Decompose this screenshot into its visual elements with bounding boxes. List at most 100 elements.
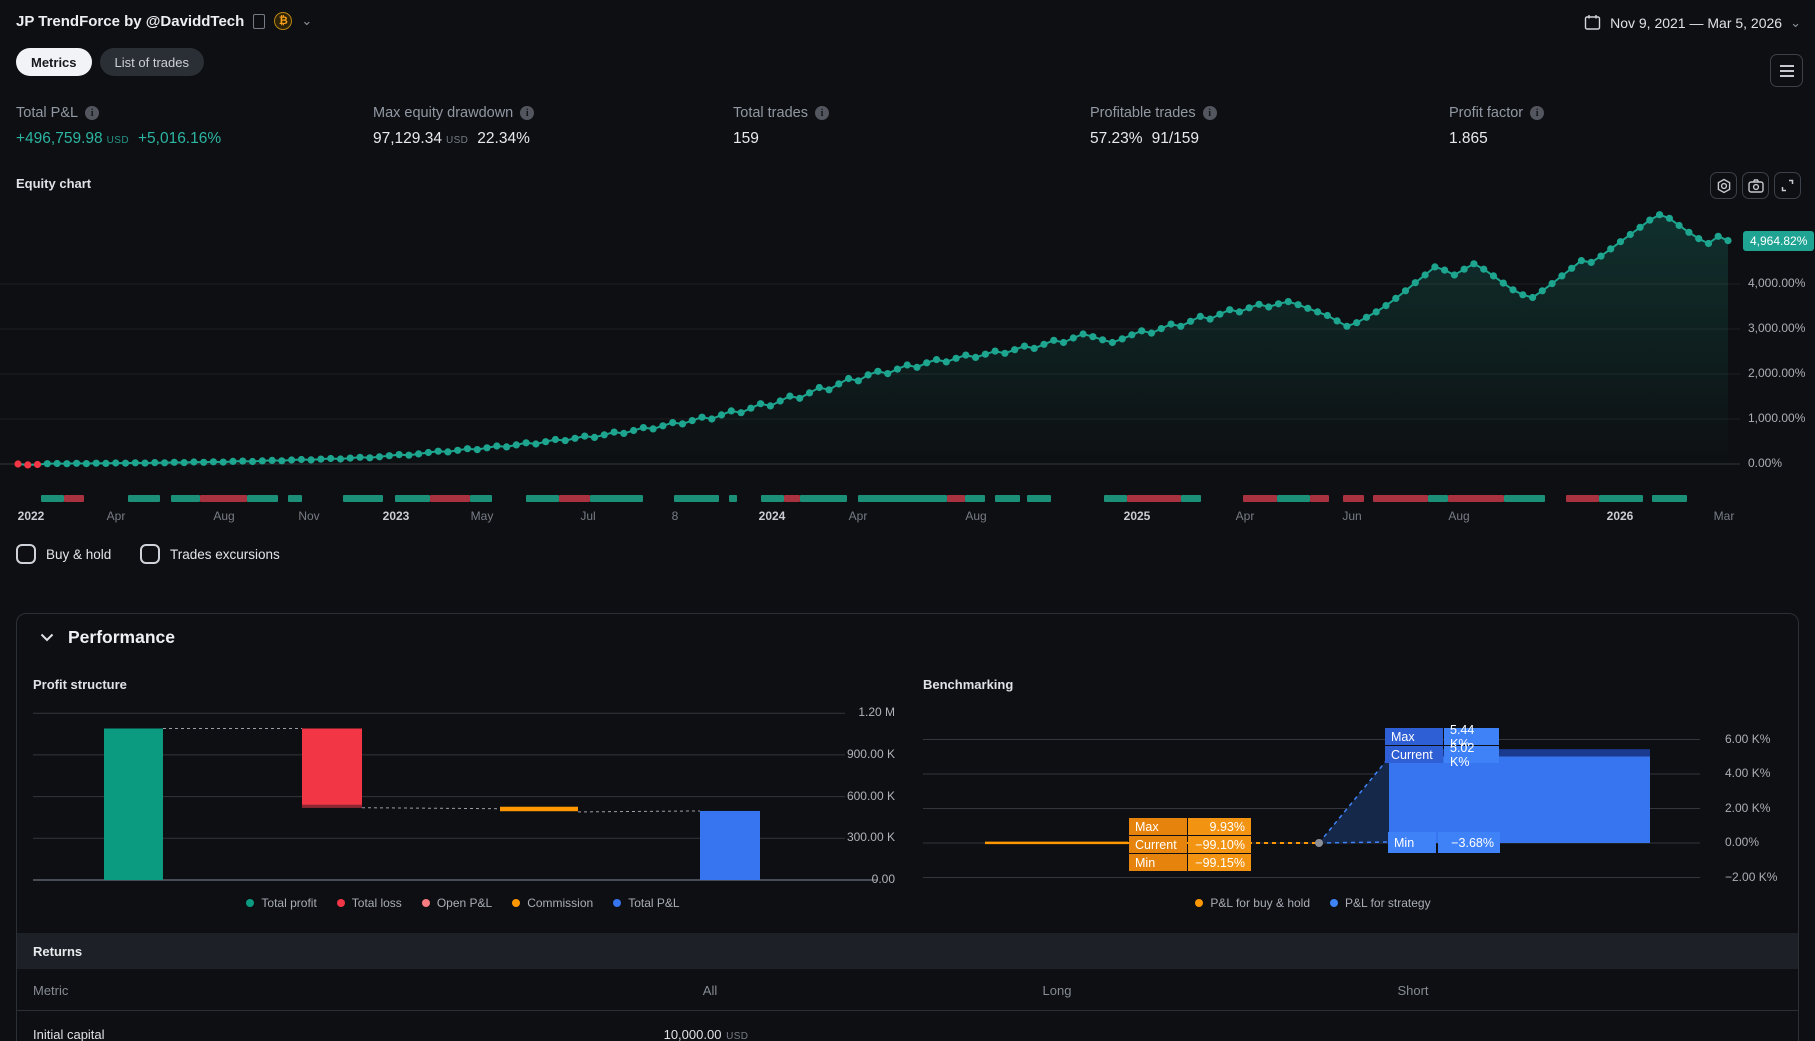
trade-duration-bar [1027, 495, 1051, 502]
date-range-picker[interactable]: Nov 9, 2021 — Mar 5, 2026 ⌄ [1583, 13, 1801, 32]
stat-label: Max equity drawdown [373, 105, 514, 121]
col-all: All [702, 983, 718, 998]
trade-duration-bar [1343, 495, 1364, 502]
y-axis-tick: 0.00% [1725, 835, 1760, 849]
benchmarking-chart [923, 739, 1700, 878]
y-axis-tick: 300.00 K [846, 830, 895, 845]
gear-icon [1717, 178, 1730, 193]
stat-label: Profit factor [1449, 105, 1524, 121]
info-icon[interactable]: i [814, 106, 829, 120]
equity-chart[interactable] [0, 195, 1815, 505]
legend-item: Total P&L [613, 896, 680, 910]
legend-dot [613, 899, 622, 907]
info-icon[interactable]: i [85, 106, 100, 120]
tooltip-label: Current [1385, 746, 1443, 763]
trade-duration-bar [559, 495, 590, 502]
tooltip-label: Min [1388, 832, 1436, 853]
col-short: Short [1397, 983, 1429, 998]
expand-icon [1781, 179, 1794, 192]
strategy-tooltip: Max 5.44 K% Current 5.02 K% [1385, 723, 1499, 769]
trade-duration-bar [200, 495, 247, 502]
trade-duration-bar [674, 495, 719, 502]
tooltip-value: −99.15% [1188, 854, 1251, 871]
tooltip-label: Max [1385, 728, 1443, 745]
checkbox-buy-hold[interactable]: Buy & hold [16, 544, 111, 564]
stat-value: 97,129.34 [373, 130, 442, 147]
tooltip-label: Min [1129, 854, 1187, 871]
fullscreen-button[interactable] [1774, 172, 1801, 199]
legend-label: Total loss [351, 896, 402, 910]
trade-duration-bar [1127, 495, 1181, 502]
stat-value: 159 [733, 130, 759, 147]
info-icon[interactable]: i [1202, 106, 1217, 120]
y-axis-tick: 3,000.00% [1748, 321, 1806, 335]
unit: USD [726, 1031, 749, 1041]
y-axis-tick: 0.00 [871, 872, 895, 886]
snapshot-button[interactable] [1742, 172, 1769, 199]
x-axis-label: Aug [213, 509, 235, 523]
x-axis-label: 2024 [758, 509, 786, 523]
y-axis-tick: 2.00 K% [1725, 800, 1771, 815]
trade-duration-bar [1104, 495, 1127, 502]
trade-duration-bar [128, 495, 160, 502]
strategy-title: JP TrendForce by @DaviddTech [16, 12, 245, 30]
collapse-chevron-icon[interactable] [40, 633, 54, 642]
checkbox-label: Trades excursions [170, 546, 280, 562]
chevron-down-icon[interactable]: ⌄ [301, 13, 313, 28]
trade-duration-bar [247, 495, 278, 502]
checkbox-icon[interactable] [16, 544, 36, 564]
y-axis-tick: 600.00 K [846, 788, 895, 803]
trade-duration-bar [1448, 495, 1504, 502]
stat-extra: +5,016.16% [137, 130, 222, 147]
legend-item: Total profit [246, 896, 317, 910]
stat-extra: 91/159 [1151, 130, 1199, 147]
trade-duration-bar [590, 495, 643, 502]
y-axis-tick: 2,000.00% [1748, 366, 1806, 380]
x-axis-label: Apr [106, 509, 126, 523]
legend-dot [421, 899, 430, 907]
legend-label: P&L for strategy [1345, 896, 1431, 910]
settings-button[interactable] [1710, 172, 1737, 199]
checkbox-trades-excursions[interactable]: Trades excursions [140, 544, 280, 564]
info-icon[interactable]: i [520, 106, 535, 120]
row-initial-capital-label: Initial capital [33, 1027, 105, 1041]
x-axis-label: 2026 [1606, 509, 1634, 523]
performance-section [16, 613, 1799, 1041]
returns-header: Returns [17, 933, 1798, 969]
checkbox-icon[interactable] [140, 544, 160, 564]
row-initial-capital-value: 10,000.00 USD [664, 1027, 749, 1041]
table-divider [17, 1010, 1798, 1011]
calendar-icon [1584, 15, 1601, 30]
strategy-min-tooltip: Min −3.68% [1388, 832, 1500, 854]
value: 10,000.00 [663, 1027, 722, 1041]
layout-menu-button[interactable] [1770, 54, 1803, 87]
legend-item: P&L for strategy [1330, 896, 1431, 910]
x-axis-label: Apr [848, 509, 868, 523]
trade-duration-bar [1504, 495, 1545, 502]
performance-title: Performance [68, 627, 175, 647]
y-axis-tick: 4,000.00% [1748, 276, 1806, 290]
date-range-text: Nov 9, 2021 — Mar 5, 2026 [1610, 14, 1783, 31]
stat-value: +496,759.98 [16, 130, 103, 147]
trade-duration-bar [64, 495, 84, 502]
tab-metrics[interactable]: Metrics [16, 48, 92, 76]
x-axis-label: Aug [1448, 509, 1470, 523]
trade-duration-bar [1428, 495, 1448, 502]
info-icon[interactable]: i [1530, 106, 1545, 120]
coin-icon: ₿ [274, 12, 293, 30]
camera-icon [1747, 178, 1764, 193]
trade-duration-bar [430, 495, 470, 502]
tab-list-of-trades[interactable]: List of trades [99, 48, 204, 76]
legend-dot [512, 899, 521, 907]
trade-duration-bar [729, 495, 737, 502]
x-axis-label: Nov [298, 509, 320, 523]
legend-dot [1330, 899, 1339, 907]
trade-duration-bar [1310, 495, 1329, 502]
y-axis-tick: 1.20 M [858, 705, 895, 720]
trade-duration-bar [343, 495, 383, 502]
equity-chart-toolbar [1710, 172, 1801, 199]
col-metric: Metric [33, 983, 69, 998]
performance-header[interactable]: Performance [40, 627, 175, 648]
stat-max-drawdown: Max equity drawdown i 97,129.34 USD 22.34% [373, 105, 535, 148]
